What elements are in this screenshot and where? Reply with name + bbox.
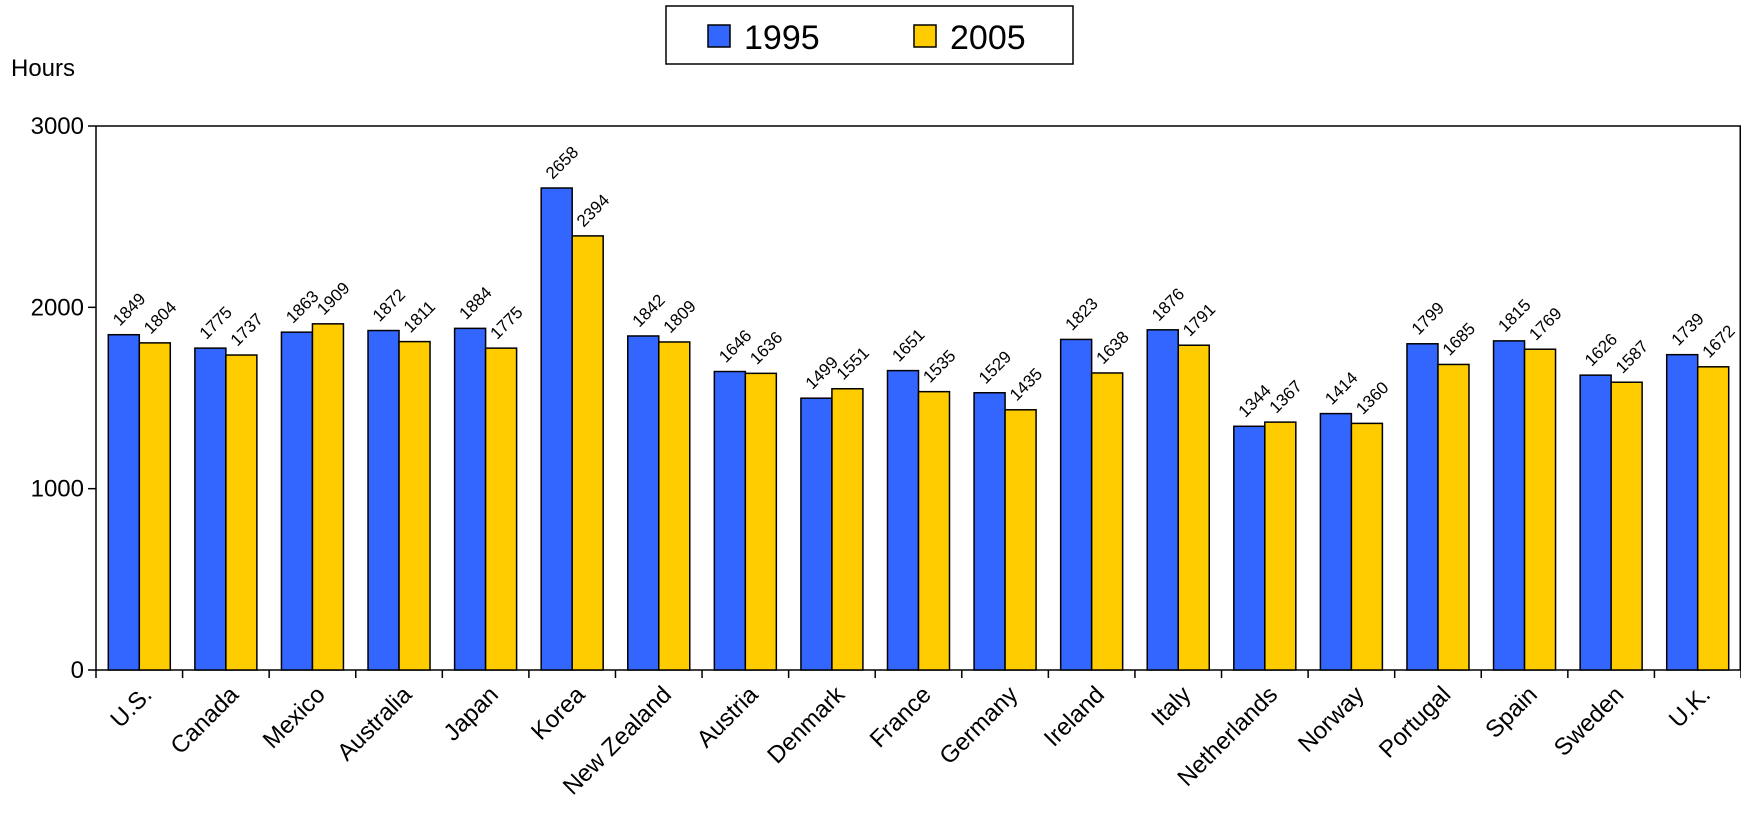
y-tick-label: 1000 — [31, 476, 84, 503]
data-label-2005: 1435 — [1006, 364, 1046, 404]
bar-1995 — [1665, 353, 1699, 671]
bar-1995 — [194, 347, 227, 671]
data-label-1995: 1876 — [1148, 284, 1188, 324]
data-label-2005: 1535 — [919, 346, 959, 386]
bar-1995 — [367, 329, 400, 671]
y-tick-label: 3000 — [31, 113, 84, 140]
bar-2005 — [225, 354, 258, 671]
data-label-1995: 1529 — [975, 347, 1015, 387]
data-label-1995: 1651 — [888, 325, 928, 365]
bar-2005 — [917, 390, 951, 671]
bar-1995 — [540, 187, 573, 671]
data-label-1995: 1884 — [455, 283, 495, 323]
bar-2005 — [1177, 344, 1210, 671]
bar-2005 — [1437, 363, 1470, 671]
data-label-2005: 1551 — [833, 343, 873, 383]
category-label: France — [865, 681, 937, 753]
bar-1995 — [1319, 412, 1353, 671]
bar-2005 — [744, 372, 778, 671]
bar-1995 — [280, 331, 314, 671]
category-label: Sweden — [1549, 681, 1629, 761]
data-label-1995: 2658 — [542, 143, 582, 183]
y-tick-label: 0 — [71, 657, 84, 684]
legend: 1995 2005 — [665, 5, 1074, 65]
bar-1995 — [713, 370, 747, 671]
category-label: Ireland — [1039, 681, 1110, 752]
bar-1995 — [973, 391, 1006, 671]
bar-2005 — [398, 340, 431, 671]
category-label: Portugal — [1374, 681, 1456, 763]
category-label: Spain — [1480, 681, 1543, 744]
bar-1995 — [1492, 340, 1526, 671]
data-label-2005: 1367 — [1266, 377, 1306, 417]
plot-area: 010002000300018491804U.S.17751737Canada1… — [31, 113, 1741, 800]
bar-1995 — [1146, 329, 1179, 671]
bar-2005 — [1610, 381, 1643, 671]
y-axis-title: Hours — [11, 55, 75, 82]
bar-2005 — [311, 323, 345, 671]
bar-2005 — [1696, 366, 1730, 671]
category-label: Canada — [166, 681, 245, 760]
bar-2005 — [484, 347, 518, 671]
bar-2005 — [1523, 348, 1557, 671]
legend-swatch-1995 — [707, 24, 731, 48]
data-label-2005: 1791 — [1179, 300, 1219, 340]
data-label-1995: 1799 — [1408, 298, 1448, 338]
category-label: Mexico — [258, 681, 331, 754]
data-label-2005: 1909 — [313, 278, 353, 318]
bar-1995 — [886, 369, 920, 671]
bar-1995 — [453, 327, 487, 671]
bar-1995 — [627, 335, 660, 671]
bar-2005 — [1090, 372, 1124, 671]
data-label-2005: 1685 — [1439, 319, 1479, 359]
bar-1995 — [1406, 343, 1439, 671]
data-label-2005: 2394 — [573, 191, 613, 231]
data-label-2005: 1775 — [486, 303, 526, 343]
category-label: Korea — [526, 681, 591, 746]
legend-box — [665, 5, 1074, 65]
bar-2005 — [658, 341, 691, 671]
bar-2005 — [1004, 409, 1037, 671]
category-label: Denmark — [762, 680, 851, 769]
category-label: U.K. — [1664, 681, 1716, 733]
bar-2005 — [831, 388, 864, 671]
category-label: Japan — [439, 681, 504, 746]
bar-1995 — [1233, 425, 1266, 671]
category-label: U.S. — [105, 681, 157, 733]
bar-2005 — [571, 235, 604, 671]
bar-1995 — [107, 333, 141, 671]
data-label-1995: 1646 — [715, 326, 755, 366]
data-label-2005: 1811 — [400, 297, 439, 336]
category-label: Australia — [332, 681, 418, 767]
bar-2005 — [138, 342, 172, 671]
category-label: Italy — [1146, 681, 1196, 731]
category-label: Austria — [692, 681, 764, 753]
data-label-2005: 1636 — [746, 328, 786, 368]
data-label-1995: 1739 — [1668, 309, 1708, 349]
legend-label-1995: 1995 — [744, 19, 820, 57]
legend-swatch-2005 — [913, 24, 937, 48]
bar-1995 — [1059, 338, 1093, 671]
data-label-2005: 1638 — [1093, 328, 1133, 368]
bar-2005 — [1350, 422, 1384, 671]
data-label-2005: 1672 — [1699, 321, 1739, 361]
bar-2005 — [1264, 421, 1297, 671]
data-label-1995: 1823 — [1062, 294, 1102, 334]
category-label: Norway — [1293, 681, 1370, 758]
legend-label-2005: 2005 — [950, 19, 1026, 57]
bar-1995 — [1579, 374, 1612, 671]
bar-1995 — [800, 397, 833, 671]
y-tick-label: 2000 — [31, 294, 84, 321]
category-label: Germany — [934, 681, 1023, 770]
